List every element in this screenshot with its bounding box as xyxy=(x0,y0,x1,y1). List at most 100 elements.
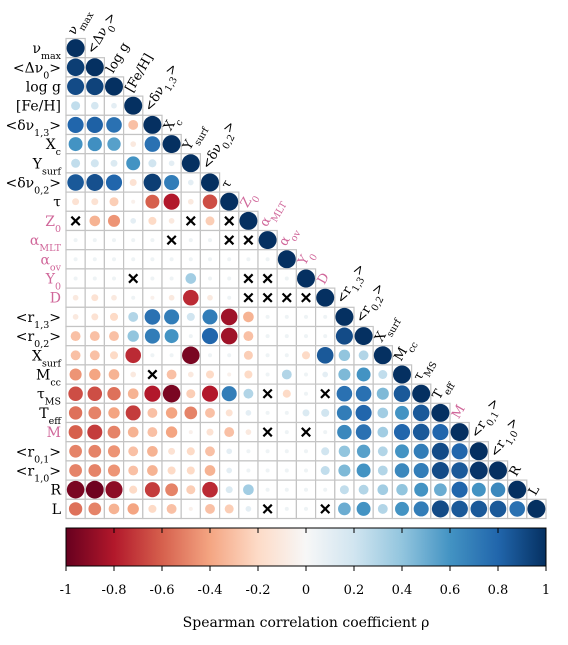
correlation-point xyxy=(168,294,175,301)
correlation-point xyxy=(376,387,389,400)
nonsignificant-marker xyxy=(262,503,273,514)
correlation-point xyxy=(169,276,174,281)
correlation-point xyxy=(201,385,219,402)
correlation-point xyxy=(301,351,311,360)
correlation-point xyxy=(165,483,178,497)
correlation-point xyxy=(69,368,82,381)
correlation-point xyxy=(186,389,196,399)
correlation-point xyxy=(202,309,218,325)
nonsignificant-marker xyxy=(243,235,254,246)
correlation-point xyxy=(89,331,100,342)
correlation-point xyxy=(393,385,411,402)
correlation-point xyxy=(356,444,371,458)
correlation-point xyxy=(377,503,388,514)
correlation-point xyxy=(168,160,175,167)
correlation-point xyxy=(105,77,123,96)
correlation-point xyxy=(67,77,85,96)
correlation-point xyxy=(92,238,97,243)
correlation-point xyxy=(90,101,99,110)
correlation-point xyxy=(127,426,139,438)
correlation-point xyxy=(377,465,388,476)
correlation-point xyxy=(130,371,137,378)
correlation-point xyxy=(147,465,158,476)
correlation-point xyxy=(338,445,351,457)
correlation-point xyxy=(377,407,389,419)
row-label-alpha-ov: αov xyxy=(40,252,61,273)
correlation-point xyxy=(164,309,180,325)
correlation-point xyxy=(105,481,123,499)
row-label-z-0: Z0 xyxy=(45,214,61,235)
correlation-point xyxy=(395,501,409,516)
correlation-point xyxy=(205,407,215,418)
correlation-point xyxy=(337,424,352,440)
correlation-point xyxy=(284,276,289,281)
correlation-point xyxy=(107,214,121,227)
correlation-point xyxy=(282,389,291,398)
correlation-point xyxy=(245,410,252,416)
column-label-d: D xyxy=(315,271,333,288)
row-label-r-0-2: <r0,2> xyxy=(16,329,61,350)
nonsignificant-marker xyxy=(243,292,254,303)
correlation-point xyxy=(451,462,468,479)
correlation-point xyxy=(414,482,429,497)
correlation-point xyxy=(92,276,97,281)
nonsignificant-marker xyxy=(301,427,311,438)
correlation-point xyxy=(68,406,83,420)
correlation-point xyxy=(89,350,100,361)
nonsignificant-marker xyxy=(262,273,273,284)
correlation-point xyxy=(265,487,270,492)
correlation-point xyxy=(66,480,85,499)
correlation-point xyxy=(165,426,178,438)
correlation-point xyxy=(204,465,216,476)
correlation-point xyxy=(356,501,371,516)
row-label-r-0-1: <r0,1> xyxy=(16,444,61,465)
correlation-point xyxy=(205,446,215,457)
correlation-point xyxy=(71,101,81,111)
correlation-point xyxy=(434,483,447,497)
correlation-point xyxy=(320,466,330,475)
correlation-point xyxy=(227,276,232,281)
row-label-m: M xyxy=(47,425,61,441)
correlation-point xyxy=(355,424,372,440)
correlation-point xyxy=(316,347,334,364)
colorbar-tick-label: 0.2 xyxy=(344,583,365,598)
correlation-point xyxy=(284,353,289,358)
correlation-point xyxy=(91,198,99,206)
correlation-point xyxy=(106,117,122,133)
correlation-point xyxy=(284,410,289,415)
row-label-tau-ms: τMS xyxy=(37,387,61,408)
correlation-point xyxy=(303,391,309,396)
nonsignificant-marker xyxy=(166,235,177,246)
correlation-point xyxy=(243,350,253,360)
correlation-point xyxy=(323,430,328,435)
column-label-r-1-3: <r1,3> xyxy=(334,261,372,308)
correlation-point xyxy=(70,350,81,361)
correlation-point xyxy=(72,198,80,206)
correlation-point xyxy=(188,257,193,262)
correlation-point xyxy=(150,295,155,300)
nonsignificant-marker xyxy=(147,369,158,380)
correlation-point xyxy=(68,502,83,516)
correlation-point xyxy=(66,58,85,77)
nonsignificant-marker xyxy=(185,215,196,226)
correlation-point xyxy=(432,424,449,441)
correlation-point xyxy=(451,443,468,460)
column-label-alpha-mlt: αMLT xyxy=(257,195,289,232)
column-label-tau: τ xyxy=(219,177,236,191)
correlation-point xyxy=(227,295,232,300)
row-label-deltanu-0-2: <δν0,2> xyxy=(5,176,61,197)
correlation-point xyxy=(88,502,102,516)
correlation-point xyxy=(527,499,546,518)
correlation-point xyxy=(431,442,449,460)
correlation-point xyxy=(338,368,351,381)
correlation-point xyxy=(148,504,157,513)
correlation-point xyxy=(336,405,352,421)
correlation-point xyxy=(355,385,372,402)
correlation-point xyxy=(87,137,102,152)
correlation-point xyxy=(131,199,136,204)
correlation-point xyxy=(297,269,315,288)
correlation-point xyxy=(144,482,160,498)
colorbar-tick-label: 0.6 xyxy=(440,583,461,598)
correlation-point xyxy=(338,502,351,516)
correlation-point xyxy=(336,385,353,402)
